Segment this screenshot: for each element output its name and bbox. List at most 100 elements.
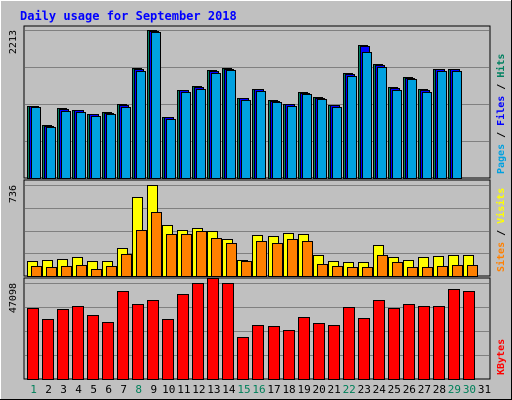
panel-bottom-max-label: 47098 bbox=[8, 283, 19, 313]
bar-sites-day-13 bbox=[211, 238, 222, 277]
legend-pages: Pages bbox=[496, 144, 507, 174]
bar-kbytes-day-25 bbox=[388, 308, 400, 380]
x-label-day-4: 4 bbox=[75, 383, 82, 396]
x-label-day-27: 27 bbox=[418, 383, 431, 396]
bar-pages-day-1 bbox=[31, 107, 41, 179]
bar-sites-day-1 bbox=[31, 266, 42, 277]
x-label-day-29: 29 bbox=[448, 383, 461, 396]
chart-title: Daily usage for September 2018 bbox=[20, 9, 237, 23]
bar-kbytes-day-28 bbox=[433, 306, 445, 380]
bar-sites-day-30 bbox=[467, 265, 478, 277]
bar-kbytes-day-11 bbox=[177, 294, 189, 380]
bar-kbytes-day-23 bbox=[358, 318, 370, 380]
panel-top-max-label: 2213 bbox=[8, 30, 19, 54]
bar-sites-day-20 bbox=[317, 264, 328, 277]
bar-sites-day-5 bbox=[91, 269, 102, 277]
x-label-day-9: 9 bbox=[150, 383, 157, 396]
x-label-day-1: 1 bbox=[30, 383, 37, 396]
bar-kbytes-day-22 bbox=[343, 307, 355, 380]
bar-sites-day-29 bbox=[452, 265, 463, 277]
bar-pages-day-7 bbox=[121, 107, 131, 179]
panel-top-bars bbox=[27, 30, 462, 179]
bar-sites-day-6 bbox=[106, 266, 117, 277]
panel-bottom: 47098 KBytes bbox=[8, 277, 507, 380]
x-label-day-15: 15 bbox=[237, 383, 250, 396]
bar-sites-day-2 bbox=[46, 267, 57, 277]
x-label-day-10: 10 bbox=[162, 383, 175, 396]
bar-sites-day-9 bbox=[151, 212, 162, 277]
series-pages bbox=[31, 32, 462, 179]
panel-bottom-legend: KBytes bbox=[496, 339, 507, 375]
x-axis-day-labels: 1 2 3 4 5 6 7 8 9 10 11 12 13 14 15 16 17 18 19 20 21 22 23 24 2… bbox=[30, 383, 491, 396]
bar-sites-day-14 bbox=[226, 243, 237, 277]
bar-kbytes-day-21 bbox=[328, 325, 340, 380]
chart-panels: 2213 Pages / Files / Hits 736 Sites / Visit… bbox=[8, 25, 507, 380]
bar-kbytes-day-8 bbox=[132, 304, 144, 380]
series-sites bbox=[31, 212, 478, 277]
series-kbytes bbox=[27, 278, 475, 380]
bar-sites-day-11 bbox=[181, 234, 192, 277]
legend-files: Files bbox=[495, 96, 507, 126]
x-label-day-17: 17 bbox=[267, 383, 280, 396]
panel-middle-bars bbox=[27, 185, 478, 277]
bar-pages-day-26 bbox=[407, 79, 417, 179]
x-label-day-30: 30 bbox=[463, 383, 476, 396]
bar-kbytes-day-24 bbox=[373, 300, 385, 380]
bar-pages-day-13 bbox=[211, 73, 221, 179]
x-label-day-12: 12 bbox=[192, 383, 205, 396]
x-label-day-20: 20 bbox=[313, 383, 326, 396]
legend-/: / bbox=[496, 224, 507, 242]
bar-kbytes-day-18 bbox=[283, 330, 295, 380]
panel-middle-legend: Sites / Visits bbox=[495, 188, 507, 272]
bar-sites-day-18 bbox=[287, 239, 298, 277]
legend-visits: Visits bbox=[495, 188, 507, 224]
x-label-day-11: 11 bbox=[177, 383, 190, 396]
x-label-day-8: 8 bbox=[135, 383, 142, 396]
bar-kbytes-day-29 bbox=[448, 289, 460, 380]
panel-top-legend: Pages / Files / Hits bbox=[495, 54, 507, 174]
bar-sites-day-4 bbox=[76, 265, 87, 277]
x-label-day-7: 7 bbox=[120, 383, 127, 396]
bar-pages-day-12 bbox=[196, 89, 206, 179]
x-label-day-5: 5 bbox=[90, 383, 97, 396]
bar-pages-day-15 bbox=[241, 100, 251, 179]
bar-sites-day-17 bbox=[272, 243, 283, 277]
bar-pages-day-14 bbox=[226, 70, 236, 179]
bar-pages-day-27 bbox=[422, 92, 432, 179]
bar-kbytes-day-1 bbox=[27, 308, 39, 380]
bar-kbytes-day-2 bbox=[42, 319, 54, 380]
bar-pages-day-22 bbox=[347, 76, 357, 179]
bar-sites-day-21 bbox=[332, 266, 343, 277]
x-label-day-6: 6 bbox=[105, 383, 112, 396]
x-label-day-3: 3 bbox=[60, 383, 67, 396]
bar-kbytes-day-5 bbox=[87, 315, 99, 380]
bar-pages-day-29 bbox=[452, 71, 462, 179]
legend-kbytes: KBytes bbox=[496, 339, 507, 375]
bar-pages-day-21 bbox=[332, 107, 342, 179]
panel-middle: 736 Sites / Visits bbox=[8, 179, 507, 277]
x-label-day-19: 19 bbox=[297, 383, 310, 396]
panel-bottom-bars bbox=[27, 278, 475, 380]
bar-kbytes-day-13 bbox=[207, 278, 219, 380]
bar-kbytes-day-27 bbox=[418, 306, 430, 380]
bar-pages-day-10 bbox=[166, 119, 176, 179]
x-label-day-14: 14 bbox=[222, 383, 236, 396]
x-label-day-22: 22 bbox=[343, 383, 356, 396]
bar-kbytes-day-17 bbox=[268, 326, 280, 380]
bar-kbytes-day-30 bbox=[463, 291, 475, 380]
bar-sites-day-23 bbox=[362, 267, 373, 277]
bar-sites-day-26 bbox=[407, 267, 418, 277]
x-label-day-23: 23 bbox=[358, 383, 371, 396]
bar-pages-day-4 bbox=[76, 112, 86, 179]
panel-top: 2213 Pages / Files / Hits bbox=[8, 25, 507, 179]
bar-sites-day-22 bbox=[347, 267, 358, 277]
bar-sites-day-7 bbox=[121, 254, 132, 277]
x-label-day-21: 21 bbox=[328, 383, 341, 396]
bar-kbytes-day-6 bbox=[102, 322, 114, 380]
bar-kbytes-day-10 bbox=[162, 319, 174, 380]
x-label-day-18: 18 bbox=[282, 383, 295, 396]
bar-kbytes-day-14 bbox=[222, 283, 234, 380]
bar-pages-day-19 bbox=[302, 94, 312, 179]
x-label-day-13: 13 bbox=[207, 383, 220, 396]
